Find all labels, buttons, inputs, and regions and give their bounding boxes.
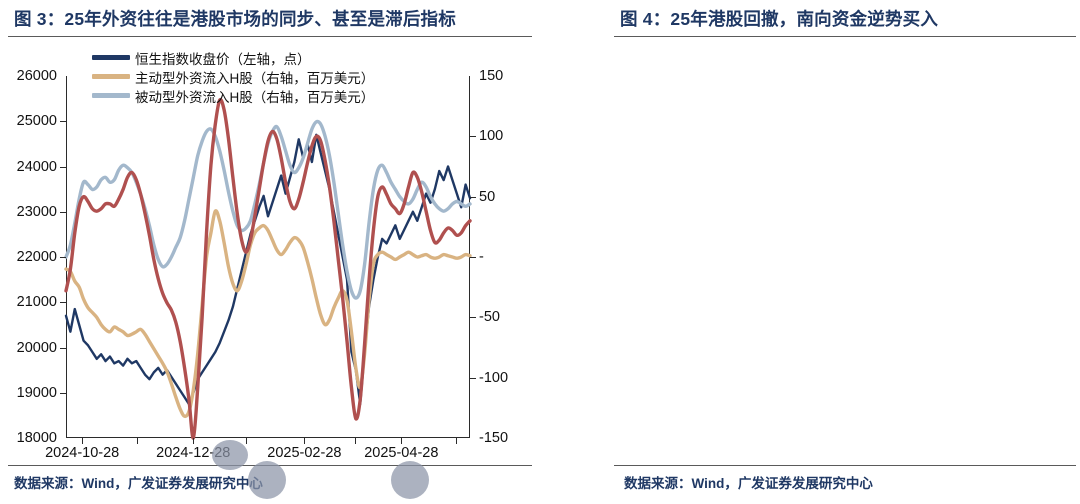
legend-label-passive-foreign: 被动型外资流入H股（右轴，百万美元） <box>135 89 375 105</box>
x-axis-tick <box>245 438 247 444</box>
series-line <box>64 133 472 406</box>
y2-axis-label: -100 <box>479 369 509 386</box>
x-axis-tick <box>82 438 84 444</box>
figure-3-series-canvas <box>64 97 472 440</box>
y2-axis-tick <box>470 317 476 319</box>
figure-3-source: 数据来源：Wind，广发证券发展研究中心 <box>14 476 263 491</box>
x-axis-tick <box>304 438 306 444</box>
y2-axis-tick <box>470 196 476 198</box>
legend-swatch-passive-foreign <box>92 93 130 98</box>
y-axis-tick <box>60 121 66 123</box>
figure-3-panel: 图 3：25年外资往往是港股市场的同步、甚至是滞后指标 恒生指数收盘价（左轴，点… <box>8 9 532 499</box>
y-axis-tick <box>60 302 66 304</box>
figure-3-title: 图 3：25年外资往往是港股市场的同步、甚至是滞后指标 <box>14 9 456 29</box>
annotation-circle-3 <box>391 461 429 499</box>
x-axis-tick <box>136 438 138 444</box>
x-axis-label: 2024-10-28 <box>45 445 120 461</box>
series-line <box>64 97 472 440</box>
y2-axis-label: - <box>479 249 484 265</box>
figure-3-legend: 恒生指数收盘价（左轴，点） 主动型外资流入H股（右轴，百万美元） 被动型外资流入… <box>92 48 374 105</box>
y2-axis-tick <box>470 257 476 258</box>
series-line <box>64 209 472 419</box>
y-axis-label: 18000 <box>16 430 57 446</box>
y-axis-label: 19000 <box>16 384 57 401</box>
x-axis-label: 2025-02-28 <box>267 445 342 461</box>
y2-axis-tick <box>470 136 476 138</box>
y-axis-tick <box>60 347 66 349</box>
x-axis-tick <box>401 438 403 444</box>
y-axis-label: 21000 <box>16 294 57 311</box>
x-axis-label: 2024-12-28 <box>156 445 231 461</box>
y2-axis-label: -150 <box>479 430 509 446</box>
y2-axis-label: 50 <box>479 188 496 205</box>
figure-3-title-rule <box>8 36 532 37</box>
y-axis-tick <box>60 211 66 213</box>
x-axis-tick <box>354 438 356 444</box>
legend-label-hsi: 恒生指数收盘价（左轴，点） <box>135 51 311 67</box>
y2-axis-label: 150 <box>479 68 504 84</box>
y-axis-label: 22000 <box>16 249 57 265</box>
figure-4-source: 数据来源：Wind，广发证券发展研究中心 <box>624 476 873 491</box>
legend-item-passive-foreign: 被动型外资流入H股（右轴，百万美元） <box>92 86 374 105</box>
figure-4-title: 图 4：25年港股回撤，南向资金逆势买入 <box>620 9 939 29</box>
y2-axis-label: -50 <box>479 309 500 326</box>
y-axis-tick <box>60 392 66 394</box>
figure-4-title-rule <box>614 36 1076 37</box>
figure-4-footer-rule <box>614 465 1076 466</box>
legend-label-active-foreign: 主动型外资流入H股（右轴，百万美元） <box>135 70 375 86</box>
figure-4-panel: 图 4：25年港股回撤，南向资金逆势买入 恒生指数收盘价（左轴，点） 港股通:买… <box>540 0 1080 504</box>
y-axis-tick <box>60 257 66 258</box>
annotation-circle-1 <box>212 440 248 470</box>
x-axis-tick <box>455 438 457 444</box>
y2-axis-tick <box>470 377 476 379</box>
legend-swatch-hsi <box>92 55 130 60</box>
y-axis-label: 26000 <box>16 68 57 84</box>
x-axis-tick <box>193 438 195 444</box>
figure-3-plot: 18000 19000 20000 21000 22000 23000 24000 25000… <box>17 68 508 499</box>
x-axis-label: 2025-04-28 <box>364 445 439 461</box>
y-axis-label: 20000 <box>16 339 57 356</box>
legend-item-hsi: 恒生指数收盘价（左轴，点） <box>92 48 374 67</box>
y-axis-label: 23000 <box>16 203 57 220</box>
y-axis-label: 24000 <box>16 158 57 175</box>
legend-item-active-foreign: 主动型外资流入H股（右轴，百万美元） <box>92 67 374 86</box>
annotation-circle-2 <box>248 461 286 499</box>
legend-swatch-active-foreign <box>92 74 130 79</box>
y-axis-label: 25000 <box>16 113 57 130</box>
y-axis-tick <box>60 166 66 168</box>
y2-axis-label: 100 <box>479 128 504 145</box>
